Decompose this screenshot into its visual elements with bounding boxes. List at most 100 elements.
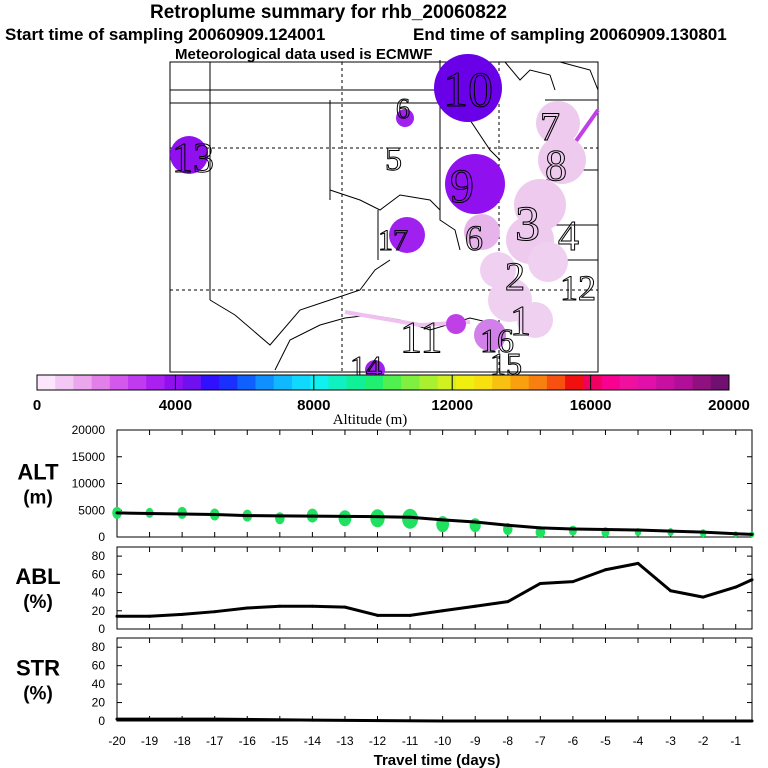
colorbar-cell bbox=[200, 375, 220, 390]
data-point bbox=[506, 600, 510, 604]
colorbar-cell bbox=[583, 375, 603, 390]
colorbar-cell bbox=[601, 375, 621, 390]
x-tick-label: -15 bbox=[271, 734, 289, 748]
map-label: 6 bbox=[465, 218, 483, 258]
x-tick-label: -17 bbox=[206, 734, 224, 748]
x-tick-label: -3 bbox=[665, 734, 676, 748]
colorbar-cell bbox=[255, 375, 275, 390]
y-tick-label: 80 bbox=[92, 640, 106, 654]
colorbar-cell bbox=[128, 375, 147, 390]
colorbar-cell bbox=[346, 375, 366, 390]
panel-unit: (%) bbox=[23, 684, 53, 705]
colorbar-tick-label: 0 bbox=[33, 397, 41, 414]
map-label: 4 bbox=[558, 214, 579, 260]
map-label: 5 bbox=[385, 141, 402, 178]
panel-label: ALT bbox=[17, 460, 59, 485]
y-tick-label: 20000 bbox=[72, 423, 106, 437]
colorbar-cell bbox=[510, 375, 530, 390]
map-label: 12 bbox=[560, 268, 596, 308]
plume-circle bbox=[464, 214, 500, 250]
plume-circle bbox=[396, 109, 414, 127]
colorbar-cell bbox=[328, 375, 348, 390]
y-tick-label: 80 bbox=[92, 549, 106, 563]
data-point bbox=[538, 581, 542, 585]
map-label: 6 bbox=[396, 94, 410, 125]
colorbar-cell bbox=[164, 375, 184, 390]
colorbar-cell bbox=[91, 375, 111, 390]
panel-str: 80 60 40 20 0 STR (%) bbox=[16, 637, 754, 728]
data-point bbox=[180, 512, 184, 516]
plume-circle bbox=[538, 136, 586, 184]
panel-label: STR bbox=[16, 656, 60, 681]
data-point bbox=[603, 568, 607, 572]
plume-circle bbox=[434, 54, 502, 122]
panel-frame bbox=[116, 637, 753, 722]
altitude-spread-mark bbox=[338, 510, 352, 527]
colorbar: 0 4000 8000 12000 16000 20000 Altitude (m) bbox=[33, 374, 750, 428]
colorbar-cell bbox=[692, 375, 712, 390]
plume-circle bbox=[446, 314, 466, 334]
colorbar-tick-label: 4000 bbox=[159, 397, 192, 414]
data-point bbox=[376, 613, 380, 617]
data-point bbox=[310, 604, 314, 608]
map-label: 17 bbox=[378, 224, 408, 257]
panel-frame bbox=[116, 429, 753, 538]
colorbar-cell bbox=[674, 375, 694, 390]
colorbar-tick-label: 20000 bbox=[708, 397, 750, 414]
x-tick-label: -6 bbox=[568, 734, 579, 748]
data-point bbox=[408, 515, 412, 519]
x-axis-label: Travel time (days) bbox=[374, 752, 501, 768]
y-tick-label: 40 bbox=[92, 677, 106, 691]
x-tick-label: -7 bbox=[535, 734, 546, 748]
data-point bbox=[213, 717, 217, 721]
plume-circle bbox=[536, 101, 580, 145]
data-point bbox=[603, 528, 607, 532]
y-tick-label: 60 bbox=[92, 659, 106, 673]
colorbar-cell bbox=[637, 375, 657, 390]
panel-alt: 20000 15000 10000 5000 0 ALT (m) bbox=[17, 423, 755, 544]
panel-label: ABL bbox=[15, 564, 60, 589]
plume-circles bbox=[170, 54, 586, 380]
series-line bbox=[117, 561, 753, 618]
plume-circle bbox=[170, 136, 208, 174]
data-point bbox=[278, 514, 282, 518]
map-label: 11 bbox=[400, 313, 442, 362]
colorbar-cell bbox=[619, 375, 639, 390]
data-point bbox=[441, 609, 445, 613]
data-point bbox=[571, 527, 575, 531]
colorbar-cell bbox=[492, 375, 511, 390]
met-data-label: Meteorological data used is ECMWF bbox=[175, 46, 433, 63]
data-point bbox=[701, 595, 705, 599]
colorbar-cell bbox=[528, 375, 548, 390]
plume-circle bbox=[389, 217, 425, 253]
data-point bbox=[343, 605, 347, 609]
colorbar-cell bbox=[383, 375, 402, 390]
data-point bbox=[701, 530, 705, 534]
map-label: 10 bbox=[443, 61, 493, 117]
map-label: 8 bbox=[545, 141, 567, 190]
colorbar-cell bbox=[146, 375, 165, 390]
panel-frame bbox=[116, 546, 753, 630]
colorbar-label: Altitude (m) bbox=[333, 412, 408, 428]
colorbar-cell bbox=[656, 375, 675, 390]
colorbar-tick-label: 16000 bbox=[570, 397, 612, 414]
map-panel: 10 6 5 13 9 7 8 6 3 4 2 17 1 11 16 14 12… bbox=[169, 54, 600, 386]
colorbar-cell bbox=[401, 375, 420, 390]
altitude-spread-mark bbox=[568, 525, 577, 536]
x-tick-label: -14 bbox=[304, 734, 322, 748]
x-tick-label: -2 bbox=[698, 734, 709, 748]
data-point bbox=[115, 717, 119, 721]
x-tick-label: -20 bbox=[108, 734, 126, 748]
x-tick-label: -16 bbox=[239, 734, 257, 748]
profile-panels: 20000 15000 10000 5000 0 ALT (m) 80 60 40 20 0 ABL (%… bbox=[15, 423, 755, 748]
colorbar-tick-label: 12000 bbox=[431, 397, 473, 414]
y-tick-label: 60 bbox=[92, 567, 106, 581]
data-point bbox=[376, 515, 380, 519]
data-point bbox=[538, 526, 542, 530]
data-point bbox=[115, 614, 119, 618]
y-tick-label: 0 bbox=[98, 622, 105, 636]
data-point bbox=[310, 718, 314, 722]
x-tick-label: -12 bbox=[369, 734, 387, 748]
map-label: 1 bbox=[510, 299, 531, 345]
data-point bbox=[245, 606, 249, 610]
